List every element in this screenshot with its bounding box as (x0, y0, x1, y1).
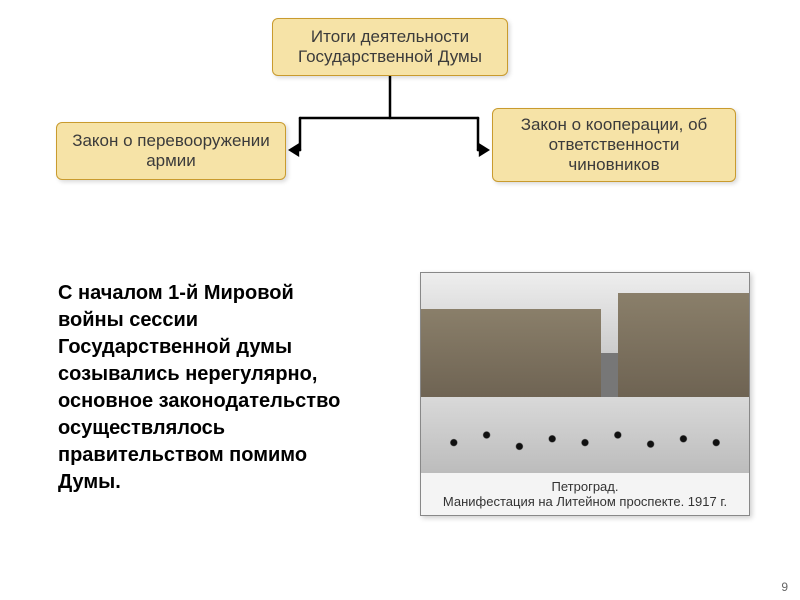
body-paragraph-text: С началом 1-й Мировой войны сессии Госуд… (58, 282, 340, 493)
right-law-box: Закон о кооперации, об ответственности ч… (492, 108, 736, 182)
left-law-text: Закон о перевооружении армии (71, 131, 271, 171)
figure-photo: Петроград. Манифестация на Литейном прос… (420, 272, 750, 516)
left-law-box: Закон о перевооружении армии (56, 122, 286, 180)
figure-caption-line2: Манифестация на Литейном проспекте. 1917… (429, 494, 741, 509)
right-law-text: Закон о кооперации, об ответственности ч… (507, 115, 721, 175)
figure-placeholder-image (421, 273, 749, 473)
page-number: 9 (781, 580, 788, 594)
top-title-box: Итоги деятельности Государственной Думы (272, 18, 508, 76)
figure-caption: Петроград. Манифестация на Литейном прос… (421, 473, 749, 515)
figure-caption-line1: Петроград. (429, 479, 741, 494)
body-paragraph: С началом 1-й Мировой войны сессии Госуд… (42, 268, 372, 508)
top-title-text: Итоги деятельности Государственной Думы (287, 27, 493, 67)
